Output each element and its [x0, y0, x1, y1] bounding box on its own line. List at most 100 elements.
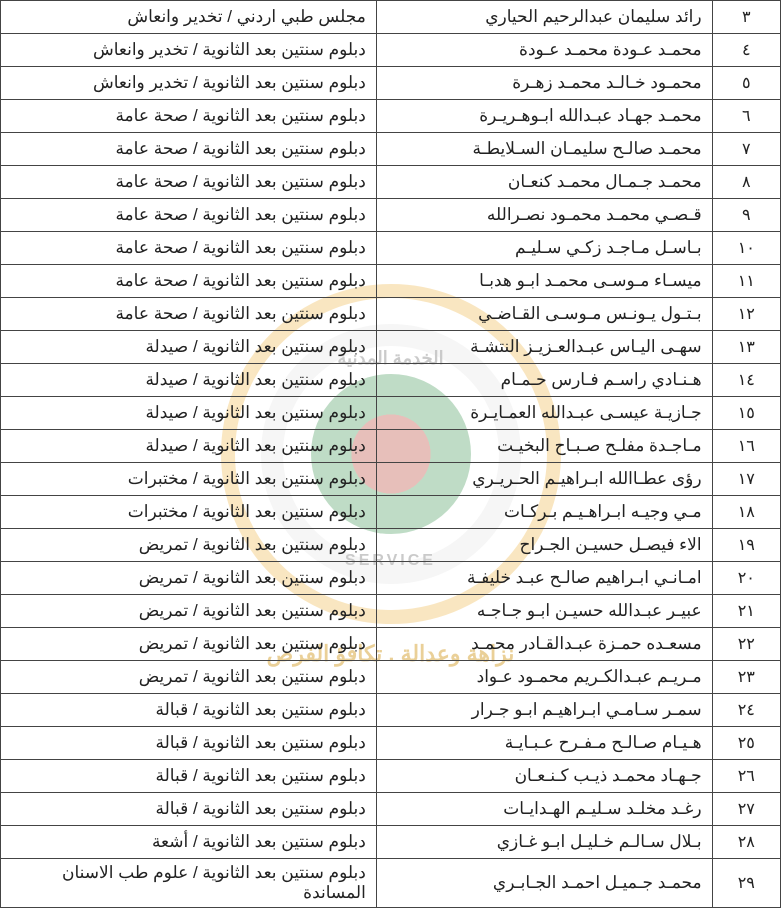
table-row: ١١ميسـاء مـوسـى محمـد ابـو هدبـادبلوم سن…	[1, 265, 781, 298]
row-number: ٢٧	[712, 793, 780, 826]
table-row: ٢٩محمـد جـميـل احمـد الجـابـريدبلوم سنتي…	[1, 859, 781, 908]
row-name: هـنـادي راسـم فـارس حـمـام	[376, 364, 712, 397]
row-number: ٣	[712, 1, 780, 34]
row-qualification: دبلوم سنتين بعد الثانوية / قبالة	[1, 727, 377, 760]
row-qualification: دبلوم سنتين بعد الثانوية / قبالة	[1, 694, 377, 727]
row-number: ١٤	[712, 364, 780, 397]
table-row: ٢٥هـيـام صـالـح مـفـرح عـبـايـةدبلوم سنت…	[1, 727, 781, 760]
table-row: ١٦مـاجـدة مفلـح صـبـاح البخيـتدبلوم سنتي…	[1, 430, 781, 463]
table-row: ٢١عبيـر عبـدالله حسيـن ابـو جـاجـهدبلوم …	[1, 595, 781, 628]
row-qualification: دبلوم سنتين بعد الثانوية / صحة عامة	[1, 100, 377, 133]
table-row: ١٠بـاسـل مـاجـد زكـي سـليـمدبلوم سنتين ب…	[1, 232, 781, 265]
row-qualification: دبلوم سنتين بعد الثانوية / صحة عامة	[1, 133, 377, 166]
row-qualification: دبلوم سنتين بعد الثانوية / مختبرات	[1, 463, 377, 496]
row-qualification: دبلوم سنتين بعد الثانوية / صحة عامة	[1, 232, 377, 265]
table-row: ٦محمـد جهـاد عبـدالله ابـوهـريـرةدبلوم س…	[1, 100, 781, 133]
row-qualification: دبلوم سنتين بعد الثانوية / صحة عامة	[1, 199, 377, 232]
row-name: مـي وجيـه ابـراهـيـم بـركـات	[376, 496, 712, 529]
row-number: ٢٣	[712, 661, 780, 694]
row-number: ٢٦	[712, 760, 780, 793]
row-name: بـلال سـالـم خـليـل ابـو غـازي	[376, 826, 712, 859]
row-number: ٢٢	[712, 628, 780, 661]
row-qualification: دبلوم سنتين بعد الثانوية / قبالة	[1, 760, 377, 793]
row-name: قـصـي محمـد محمـود نصـرالله	[376, 199, 712, 232]
row-number: ١٨	[712, 496, 780, 529]
table-row: ٢٦جـهـاد محمـد ذيـب كـنـعـاندبلوم سنتين …	[1, 760, 781, 793]
row-name: امـانـي ابـراهيم صالـح عبـد خليفـة	[376, 562, 712, 595]
table-row: ٢٢مسعـده حمـزة عبـدالقـادر محمـددبلوم سن…	[1, 628, 781, 661]
row-name: سمـر سـامـي ابـراهيـم ابـو جـرار	[376, 694, 712, 727]
table-row: ٧محمـد صالـح سليمـان السـلايطـةدبلوم سنت…	[1, 133, 781, 166]
row-qualification: مجلس طبي اردني / تخدير وانعاش	[1, 1, 377, 34]
row-qualification: دبلوم سنتين بعد الثانوية / أشعة	[1, 826, 377, 859]
row-number: ١١	[712, 265, 780, 298]
row-name: بـتـول يـونـس مـوسـى القـاضـي	[376, 298, 712, 331]
row-name: مسعـده حمـزة عبـدالقـادر محمـد	[376, 628, 712, 661]
row-number: ١٧	[712, 463, 780, 496]
row-name: جـازيـة عيسـى عبـدالله العمـايـرة	[376, 397, 712, 430]
row-name: محمـد جـميـل احمـد الجـابـري	[376, 859, 712, 908]
table-row: ٢٧رغـد مخلـد سـليـم الهـدايـاتدبلوم سنتي…	[1, 793, 781, 826]
row-name: بـاسـل مـاجـد زكـي سـليـم	[376, 232, 712, 265]
table-row: ١٣سهـى اليـاس عبـدالعـزيـز النتشـةدبلوم …	[1, 331, 781, 364]
row-name: محمـد صالـح سليمـان السـلايطـة	[376, 133, 712, 166]
row-qualification: دبلوم سنتين بعد الثانوية / تخدير وانعاش	[1, 34, 377, 67]
table-row: ٩قـصـي محمـد محمـود نصـراللهدبلوم سنتين …	[1, 199, 781, 232]
row-qualification: دبلوم سنتين بعد الثانوية / صيدلة	[1, 364, 377, 397]
row-number: ١٩	[712, 529, 780, 562]
row-name: محمـد جـمـال محمـد كنعـان	[376, 166, 712, 199]
row-qualification: دبلوم سنتين بعد الثانوية / تمريض	[1, 529, 377, 562]
row-name: عبيـر عبـدالله حسيـن ابـو جـاجـه	[376, 595, 712, 628]
row-number: ٥	[712, 67, 780, 100]
row-number: ٢٤	[712, 694, 780, 727]
row-number: ١٠	[712, 232, 780, 265]
row-number: ١٥	[712, 397, 780, 430]
row-number: ٢٨	[712, 826, 780, 859]
row-qualification: دبلوم سنتين بعد الثانوية / تمريض	[1, 661, 377, 694]
row-qualification: دبلوم سنتين بعد الثانوية / مختبرات	[1, 496, 377, 529]
row-qualification: دبلوم سنتين بعد الثانوية / صحة عامة	[1, 265, 377, 298]
table-row: ٢٣مـريـم عبـدالكـريم محمـود عـواددبلوم س…	[1, 661, 781, 694]
row-name: محمـد عـودة محمـد عـودة	[376, 34, 712, 67]
row-qualification: دبلوم سنتين بعد الثانوية / علوم طب الاسن…	[1, 859, 377, 908]
table-row: ١٨مـي وجيـه ابـراهـيـم بـركـاتدبلوم سنتي…	[1, 496, 781, 529]
table-row: ١٩الاء فيصـل حسيـن الجـراحدبلوم سنتين بع…	[1, 529, 781, 562]
table-row: ٢٠امـانـي ابـراهيم صالـح عبـد خليفـةدبلو…	[1, 562, 781, 595]
table-row: ٥محمـود خـالـد محمـد زهـرةدبلوم سنتين بع…	[1, 67, 781, 100]
row-number: ٢٠	[712, 562, 780, 595]
row-number: ٩	[712, 199, 780, 232]
table-row: ٢٤سمـر سـامـي ابـراهيـم ابـو جـراردبلوم …	[1, 694, 781, 727]
table-row: ٨محمـد جـمـال محمـد كنعـاندبلوم سنتين بع…	[1, 166, 781, 199]
row-number: ٤	[712, 34, 780, 67]
row-name: جـهـاد محمـد ذيـب كـنـعـان	[376, 760, 712, 793]
table-row: ١٢بـتـول يـونـس مـوسـى القـاضـيدبلوم سنت…	[1, 298, 781, 331]
table-row: ٤محمـد عـودة محمـد عـودةدبلوم سنتين بعد …	[1, 34, 781, 67]
row-qualification: دبلوم سنتين بعد الثانوية / صحة عامة	[1, 298, 377, 331]
row-number: ١٢	[712, 298, 780, 331]
row-qualification: دبلوم سنتين بعد الثانوية / صحة عامة	[1, 166, 377, 199]
row-name: ميسـاء مـوسـى محمـد ابـو هدبـا	[376, 265, 712, 298]
row-qualification: دبلوم سنتين بعد الثانوية / تمريض	[1, 628, 377, 661]
row-number: ٧	[712, 133, 780, 166]
table-row: ١٤هـنـادي راسـم فـارس حـمـامدبلوم سنتين …	[1, 364, 781, 397]
table-row: ٢٨بـلال سـالـم خـليـل ابـو غـازيدبلوم سن…	[1, 826, 781, 859]
row-number: ١٣	[712, 331, 780, 364]
row-number: ٢٩	[712, 859, 780, 908]
row-name: محمـد جهـاد عبـدالله ابـوهـريـرة	[376, 100, 712, 133]
row-number: ٨	[712, 166, 780, 199]
names-table: ٣رائد سليمان عبدالرحيم الحياريمجلس طبي ا…	[0, 0, 781, 908]
row-name: رائد سليمان عبدالرحيم الحياري	[376, 1, 712, 34]
row-name: رغـد مخلـد سـليـم الهـدايـات	[376, 793, 712, 826]
row-qualification: دبلوم سنتين بعد الثانوية / تمريض	[1, 595, 377, 628]
row-qualification: دبلوم سنتين بعد الثانوية / صيدلة	[1, 331, 377, 364]
row-name: رؤى عطـاالله ابـراهيـم الحـريـري	[376, 463, 712, 496]
row-number: ٢١	[712, 595, 780, 628]
row-qualification: دبلوم سنتين بعد الثانوية / صيدلة	[1, 397, 377, 430]
row-name: هـيـام صـالـح مـفـرح عـبـايـة	[376, 727, 712, 760]
row-number: ١٦	[712, 430, 780, 463]
row-qualification: دبلوم سنتين بعد الثانوية / تخدير وانعاش	[1, 67, 377, 100]
row-name: الاء فيصـل حسيـن الجـراح	[376, 529, 712, 562]
row-qualification: دبلوم سنتين بعد الثانوية / تمريض	[1, 562, 377, 595]
row-name: مـريـم عبـدالكـريم محمـود عـواد	[376, 661, 712, 694]
row-number: ٢٥	[712, 727, 780, 760]
